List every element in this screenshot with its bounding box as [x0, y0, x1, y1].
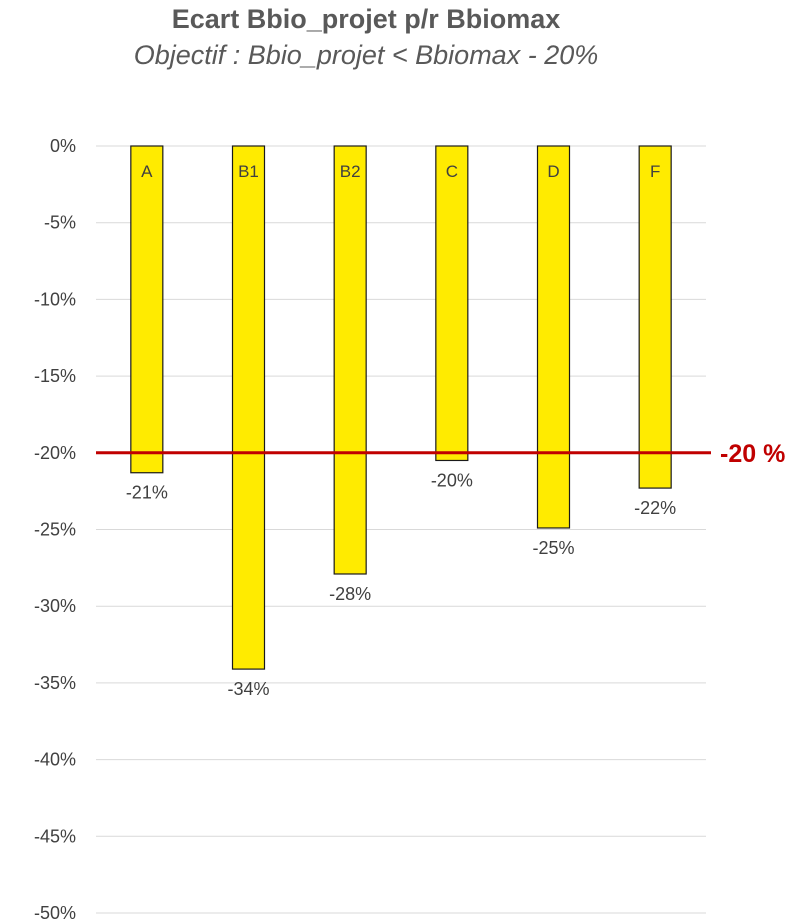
reference-line-group: -20 %: [96, 440, 785, 468]
category-label: B1: [238, 162, 259, 181]
y-tick-label: -10%: [34, 289, 76, 309]
data-label: -22%: [634, 498, 676, 518]
category-label: F: [650, 162, 660, 181]
bar-a: [130, 145, 164, 474]
bar-c: [435, 145, 469, 462]
gridlines: [96, 145, 706, 914]
category-label: B2: [340, 162, 361, 181]
category-label: C: [446, 162, 458, 181]
data-label: -20%: [431, 470, 473, 490]
bar-d: [536, 145, 571, 529]
y-tick-label: -50%: [34, 903, 76, 923]
y-tick-label: -45%: [34, 826, 76, 846]
y-tick-label: -35%: [34, 673, 76, 693]
bar-f: [638, 145, 672, 489]
y-tick-label: 0%: [50, 136, 76, 156]
category-label: D: [547, 162, 559, 181]
chart-title: Ecart Bbio_projet p/r Bbiomax: [171, 4, 561, 34]
data-labels: A -21% B1 -34% B2 -28% C -20% D -25% F -22%: [126, 162, 676, 699]
y-tick-label: -40%: [34, 750, 76, 770]
category-label: A: [141, 162, 153, 181]
bar-b2: [333, 145, 367, 575]
data-label: -34%: [227, 679, 269, 699]
y-axis: 0% -5% -10% -15% -20% -25% -30% -35% -40% -45% -50…: [34, 136, 76, 923]
data-label: -25%: [532, 538, 574, 558]
bar-b1: [231, 145, 266, 670]
y-tick-label: -20%: [34, 443, 76, 463]
y-tick-label: -5%: [44, 213, 76, 233]
y-tick-label: -15%: [34, 366, 76, 386]
data-label: -21%: [126, 483, 168, 503]
reference-line-label: -20 %: [720, 440, 785, 468]
y-tick-label: -25%: [34, 520, 76, 540]
bars: [130, 145, 672, 670]
chart-subtitle: Objectif : Bbio_projet < Bbiomax - 20%: [133, 40, 599, 70]
y-tick-label: -30%: [34, 596, 76, 616]
data-label: -28%: [329, 584, 371, 604]
